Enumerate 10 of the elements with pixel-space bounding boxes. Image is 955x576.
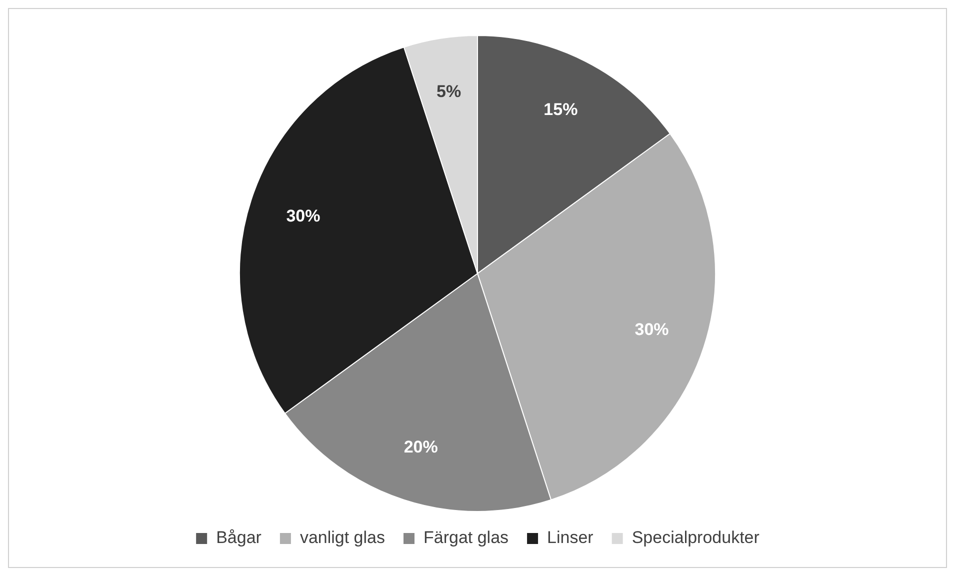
data-label: 30% (634, 320, 669, 339)
data-label: 5% (436, 82, 462, 102)
legend-label: Bågar (216, 528, 262, 548)
legend-label: Linser (547, 528, 594, 548)
legend-label: Färgat glas (424, 528, 509, 548)
data-label: 30% (286, 206, 320, 226)
legend-label: vanligt glas (300, 528, 386, 548)
data-label: 20% (404, 437, 438, 456)
legend-label: Specialprodukter (632, 528, 760, 548)
data-label: 15% (544, 100, 578, 119)
